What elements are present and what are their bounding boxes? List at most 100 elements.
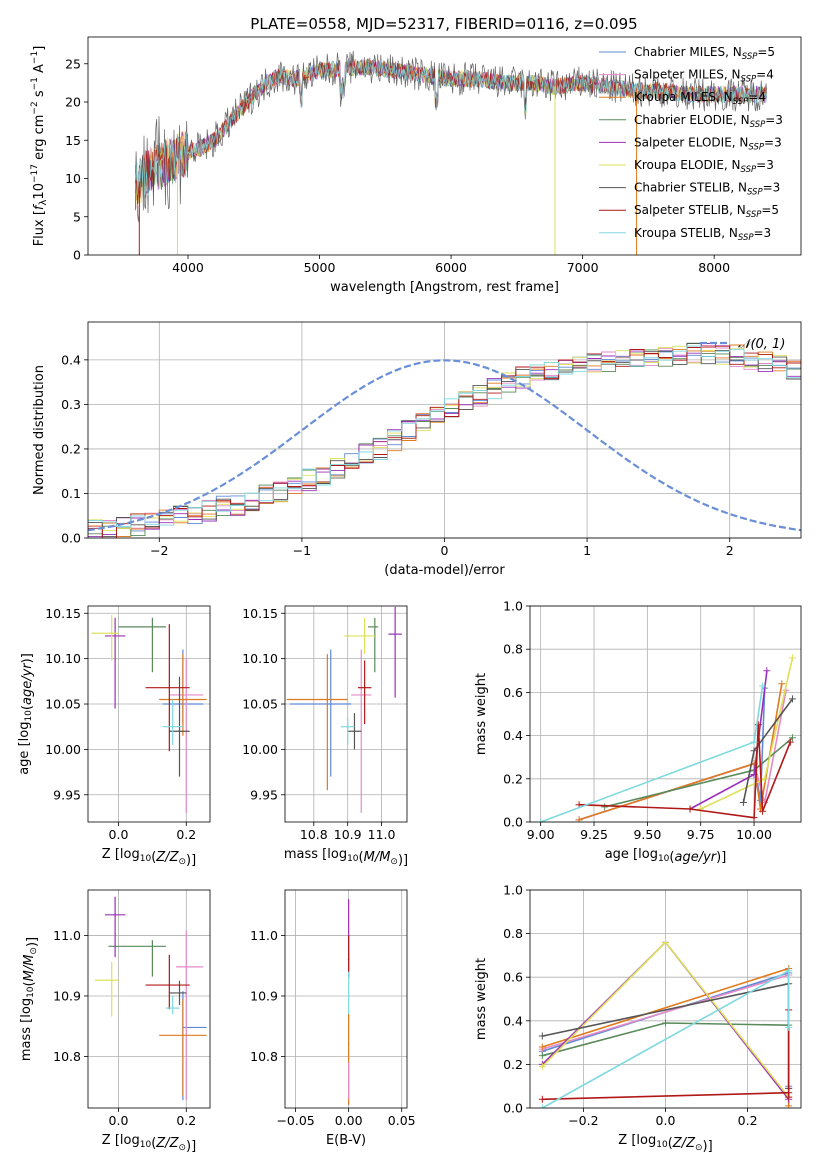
y-tick-label: 11.0	[53, 928, 81, 943]
x-tick-label: 0	[441, 543, 449, 558]
weight-line-kroupa-miles	[578, 683, 783, 821]
x-tick-label: 8000	[698, 260, 730, 275]
weight-marker	[786, 738, 794, 746]
legend-label: Salpeter STELIB, NSSP=5	[634, 203, 779, 220]
axes-frame	[87, 321, 802, 539]
weight-marker	[761, 775, 769, 783]
data-point	[185, 966, 188, 968]
y-tick-label: 10.9	[53, 988, 81, 1003]
y-tick-label: 0.8	[503, 926, 523, 941]
weight-marker	[538, 1104, 546, 1108]
legend-label: Kroupa STELIB, NSSP=3	[634, 226, 771, 243]
y-tick-label: 10.05	[45, 697, 81, 712]
weight-marker	[750, 738, 758, 746]
y-tick-label: 10.15	[242, 606, 278, 621]
data-point	[114, 914, 116, 916]
weight-marker	[739, 799, 747, 807]
y-axis-label: mass weight	[474, 958, 489, 1040]
weight-marker	[686, 805, 694, 813]
y-tick-label: 10.9	[250, 988, 278, 1003]
y-tick-label: 10.8	[53, 1049, 81, 1064]
data-point	[182, 1034, 184, 1037]
weight-marker	[538, 1063, 546, 1071]
weight-marker	[785, 1102, 793, 1108]
data-point	[182, 698, 184, 701]
axes-residuals: −2 −1 0 1 2 0.0 0.1 0.2 0.3 0.4 (data-model)/error…	[32, 321, 802, 578]
x-tick-label: 9.75	[687, 827, 715, 842]
histogram-salpeter-miles	[88, 345, 801, 529]
y-tick-label: 0.0	[503, 815, 523, 830]
legend-label: Kroupa ELODIE, NSSP=3	[634, 158, 774, 175]
plot-content-age-vs-mass	[286, 606, 402, 813]
spectrum-legend: Chabrier MILES, NSSP=5 Salpeter MILES, NS…	[599, 45, 783, 243]
x-tick-label: 0.0	[656, 1113, 676, 1128]
x-tick-label: 0.2	[176, 827, 196, 842]
data-point	[347, 995, 350, 997]
legend-label: Chabrier STELIB, NSSP=3	[634, 181, 780, 198]
weight-marker	[785, 1093, 793, 1101]
data-point	[329, 703, 332, 705]
data-point	[168, 984, 171, 986]
histogram-salpeter-stelib	[88, 345, 801, 538]
y-tick-label: 10.00	[242, 742, 278, 757]
weight-line-kroupa-stelib	[540, 685, 764, 822]
x-tick-label: −0.2	[568, 1113, 598, 1128]
histogram-chabrier-stelib	[88, 343, 801, 537]
axes-massweight-vs-age: 9.00 9.25 9.50 9.75 10.00 0.0 0.2 0.4 0.6 0.8 1.0 a…	[474, 599, 802, 865]
data-point	[114, 635, 116, 637]
y-axis-label: mass [log10(M/M⊙)]	[19, 937, 40, 1061]
data-point	[151, 626, 154, 628]
data-point	[185, 694, 188, 696]
weight-marker	[788, 695, 796, 703]
x-tick-label: −2	[150, 543, 168, 558]
x-tick-label: 0.0	[109, 1113, 129, 1128]
weight-marker	[763, 667, 771, 675]
spectrum-line-kroupa-stelib	[135, 59, 768, 196]
x-tick-label: 6000	[435, 260, 467, 275]
x-axis-label: (data-model)/error	[384, 563, 505, 578]
legend-label: Chabrier ELODIE, NSSP=3	[634, 113, 783, 130]
data-point	[347, 1043, 350, 1046]
plot-content-massweight-vs-age	[537, 654, 796, 822]
axes-frame	[87, 889, 211, 1109]
data-point	[347, 958, 350, 961]
plot-content-spectrum	[135, 50, 768, 255]
data-point	[178, 992, 181, 994]
x-tick-label: 0.05	[388, 1113, 416, 1128]
y-tick-label: 0.0	[503, 1101, 523, 1116]
x-axis-label: Z [log10(Z/Z⊙)]	[618, 1133, 712, 1154]
residual-legend: 𝒩(0, 1)	[700, 337, 785, 352]
weight-marker	[785, 1023, 793, 1031]
x-tick-label: 0.2	[738, 1113, 758, 1128]
x-tick-label: 10.00	[736, 827, 772, 842]
histogram-chabrier-miles	[88, 351, 801, 538]
y-tick-label: 11.0	[250, 928, 278, 943]
axes-frame	[87, 605, 211, 823]
data-point	[360, 694, 363, 696]
data-point	[178, 730, 181, 733]
y-axis-label: mass weight	[474, 673, 489, 755]
x-tick-label: −1	[293, 543, 311, 558]
axes-frame	[529, 889, 802, 1109]
weight-marker	[759, 682, 767, 690]
data-point	[346, 725, 349, 728]
y-tick-label: 0.2	[61, 441, 81, 456]
gaussian-curve	[88, 359, 801, 532]
y-tick-label: 9.95	[250, 787, 278, 802]
x-tick-label: 9.50	[633, 827, 661, 842]
y-tick-label: 0.8	[503, 642, 523, 657]
y-tick-label: 10.10	[242, 651, 278, 666]
y-tick-label: 0.3	[61, 397, 81, 412]
x-axis-label: Z [log10(Z/Z⊙)]	[102, 847, 196, 868]
y-tick-label: 0.6	[503, 970, 523, 985]
y-tick-label: 15	[65, 133, 81, 148]
spectrum-line-chabrier-stelib	[135, 50, 768, 222]
y-tick-label: 10	[65, 171, 81, 186]
y-tick-label: 25	[65, 56, 81, 71]
spectrum-line-salpeter-stelib	[135, 59, 768, 210]
x-tick-label: 4000	[172, 260, 204, 275]
y-tick-label: 0.4	[503, 1013, 523, 1028]
plot-content-residuals	[88, 342, 801, 538]
weight-marker	[788, 654, 796, 662]
histogram-chabrier-elodie	[88, 342, 801, 537]
